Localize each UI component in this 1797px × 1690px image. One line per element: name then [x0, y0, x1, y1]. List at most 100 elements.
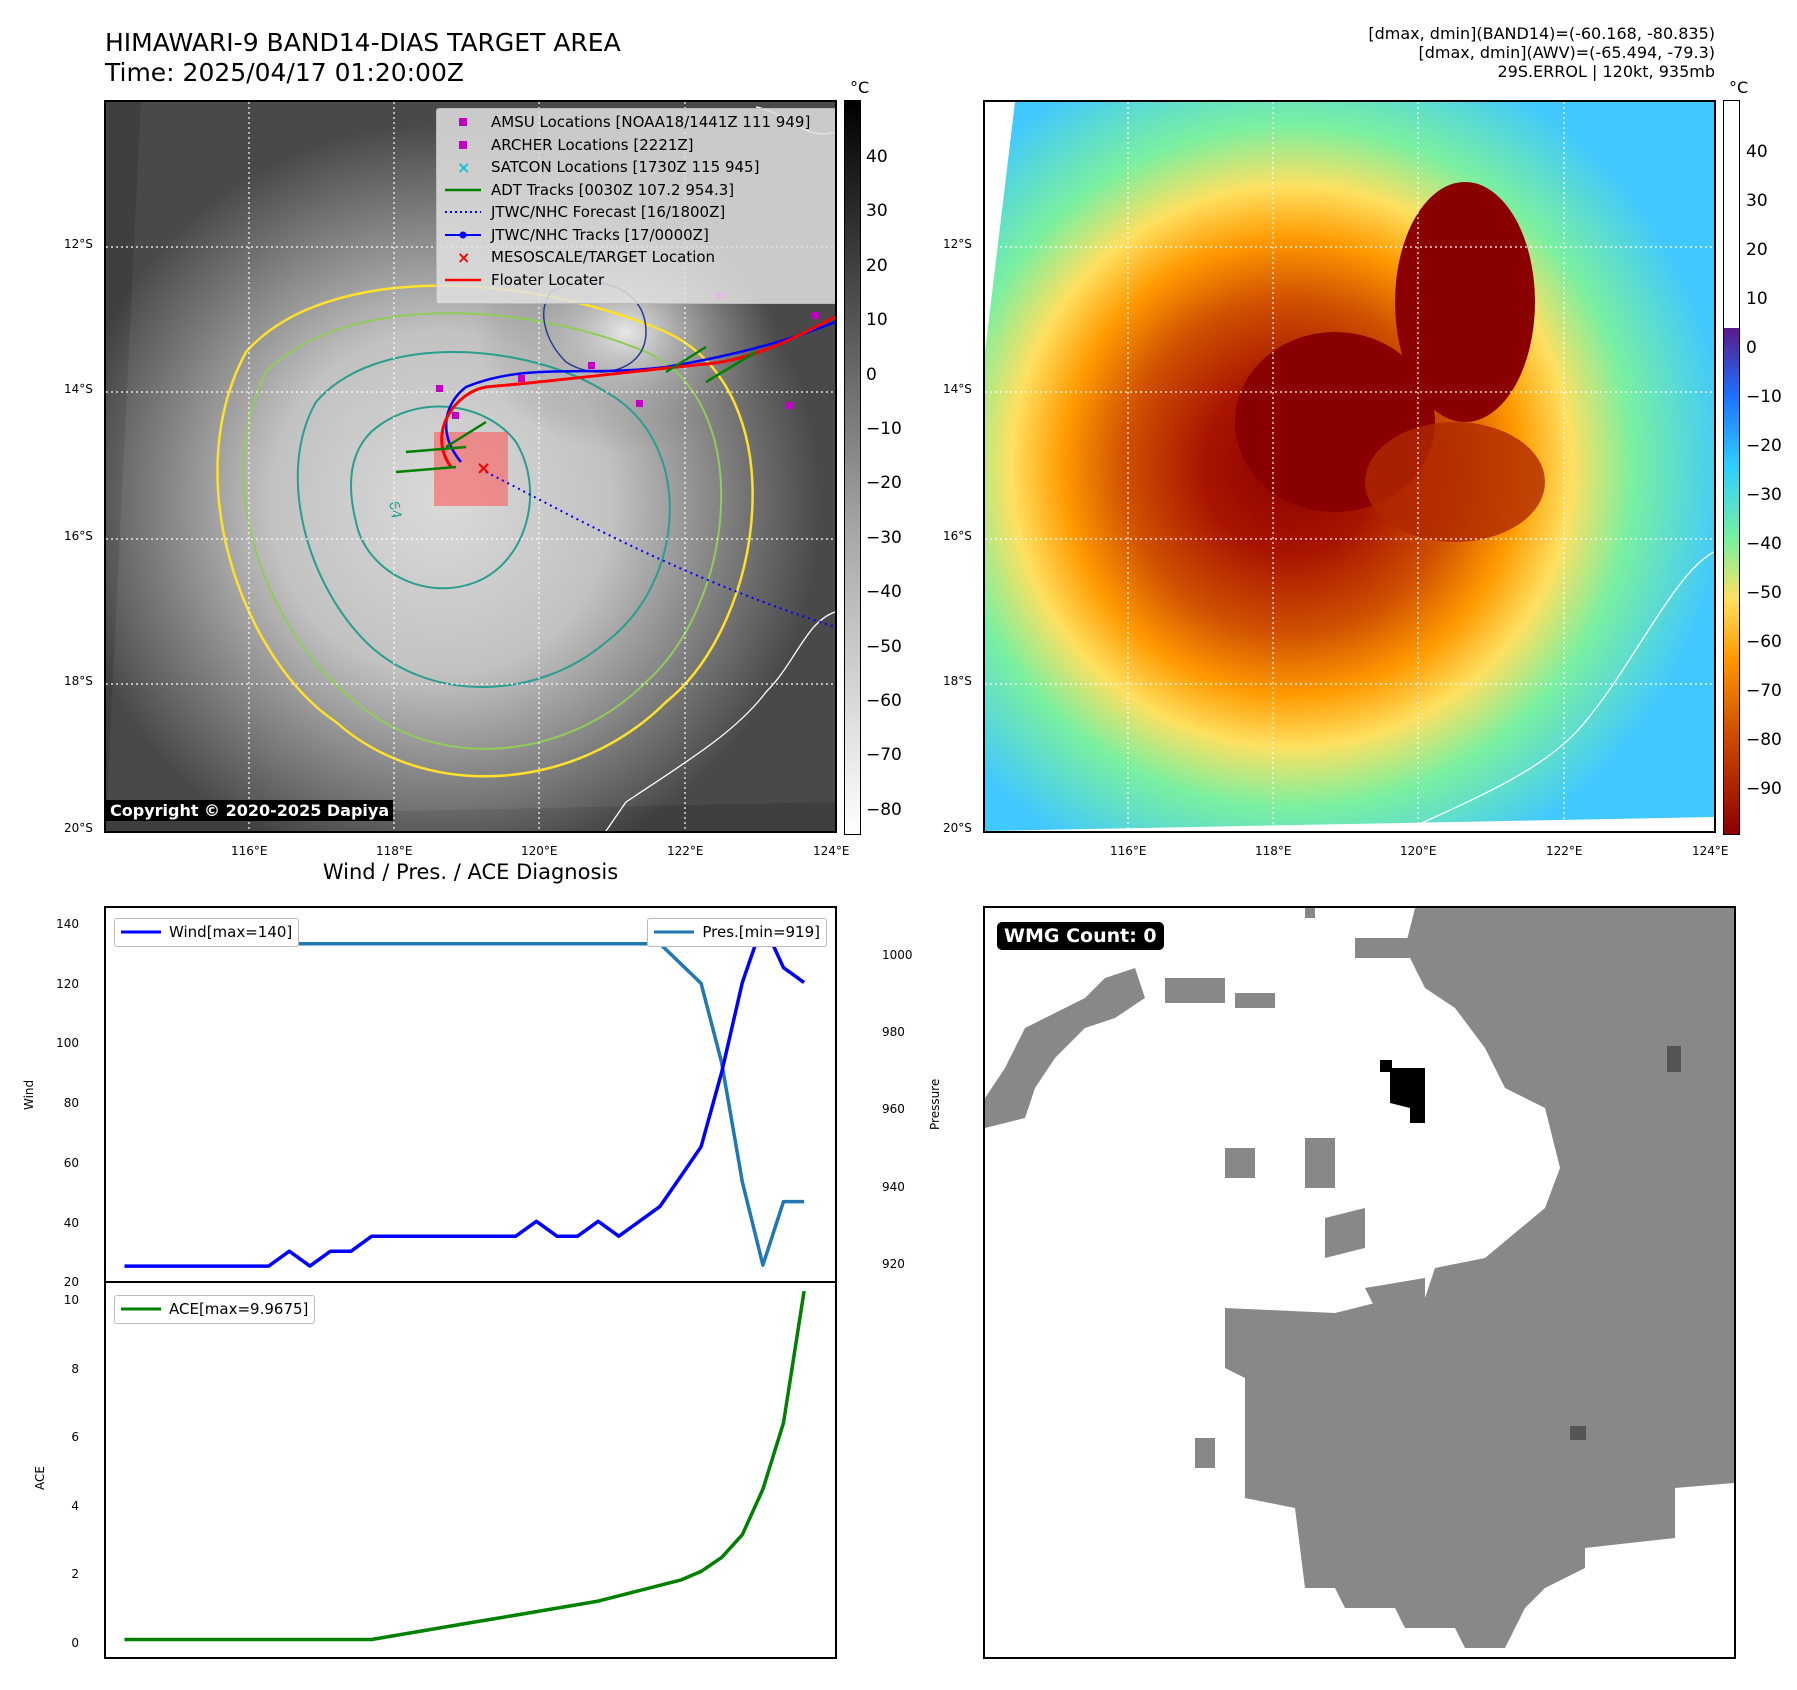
y-tick-label: 8 — [71, 1361, 79, 1376]
y-tick-label: 1000 — [882, 948, 913, 962]
pres-legend-label: Pres.[min=919] — [702, 923, 820, 941]
lon-tick-label: 116°E — [1110, 844, 1147, 858]
pres-legend: Pres.[min=919] — [647, 918, 827, 947]
colorbar-color-unit: °C — [1729, 78, 1749, 97]
coastline — [605, 611, 835, 831]
lat-tick-label: 18°S — [943, 674, 972, 688]
colorbar-tick-label: −60 — [1746, 632, 1782, 652]
figure-title: HIMAWARI-9 BAND14-DIAS TARGET AREA Time:… — [105, 28, 621, 88]
colorbar-tick-label: 30 — [1746, 191, 1768, 211]
ir-map-panel: 64 × Copyright © 2020-2025 Dapiya AMSU L… — [104, 100, 837, 833]
y-tick-label: 0 — [71, 1636, 79, 1650]
legend-key-x: × — [443, 247, 483, 267]
legend-item: ARCHER Locations [2221Z] — [443, 134, 835, 157]
lat-tick-label: 16°S — [943, 529, 972, 543]
wmg-panel: WMG Count: 0 — [983, 906, 1736, 1659]
colorbar-tick-label: −80 — [866, 799, 902, 820]
colorbar-tick-label: −60 — [866, 691, 902, 711]
colorbar-tick-label: −50 — [1746, 583, 1782, 603]
floater-track — [440, 315, 835, 468]
lat-tick-label: 14°S — [943, 382, 972, 396]
colorbar-tick-label: −10 — [1746, 387, 1782, 407]
jtwc-forecast-track — [485, 471, 835, 628]
title-line-2: Time: 2025/04/17 01:20:00Z — [105, 58, 464, 87]
lat-tick-label: 16°S — [64, 529, 93, 543]
y-tick-label: 120 — [56, 976, 79, 991]
lon-tick-label: 120°E — [521, 844, 558, 858]
pressure-series-line — [124, 941, 805, 1267]
lon-tick-label: 122°E — [667, 844, 704, 858]
y-tick-label: 920 — [882, 1256, 905, 1271]
title-line-1: HIMAWARI-9 BAND14-DIAS TARGET AREA — [105, 28, 621, 57]
colorbar-tick-label: 0 — [1746, 338, 1757, 358]
storm-info: [dmax, dmin](BAND14)=(-60.168, -80.835) … — [1368, 24, 1715, 81]
map-legend: AMSU Locations [NOAA18/1441Z 111 949] ARC… — [436, 108, 835, 304]
info-line-3: 29S.ERROL | 120kt, 935mb — [1497, 62, 1715, 81]
wmg-black-core — [1390, 1068, 1425, 1123]
ace-legend: ACE[max=9.9675] — [114, 1295, 316, 1324]
info-line-1: [dmax, dmin](BAND14)=(-60.168, -80.835) — [1368, 24, 1715, 43]
legend-item: Floater Locater — [443, 269, 835, 292]
lat-tick-label: 12°S — [64, 237, 93, 251]
copyright-label: Copyright © 2020-2025 Dapiya — [106, 800, 394, 821]
legend-key-line — [443, 270, 483, 290]
awv-map-panel — [983, 100, 1716, 833]
contour-green — [242, 312, 723, 750]
wmg-svg — [985, 908, 1734, 1648]
colorbar-tick-label: −90 — [1746, 779, 1782, 799]
wmg-count-badge: WMG Count: 0 — [997, 922, 1164, 950]
colorbar-tick-label: −20 — [866, 473, 902, 494]
colorbar-tick-label: 20 — [866, 255, 888, 276]
wind-legend-label: Wind[max=140] — [169, 923, 293, 941]
colorbar-tick-label: −50 — [866, 636, 902, 657]
target-x-marker: × — [476, 458, 491, 479]
wind-series-line — [124, 921, 806, 1268]
wind-axis-label: Wind — [22, 1079, 36, 1110]
y-tick-label: 80 — [63, 1096, 79, 1111]
contour-teal — [296, 351, 671, 688]
legend-label: ARCHER Locations [2221Z] — [491, 135, 694, 154]
wmg-dark-pixel-2 — [1570, 1426, 1586, 1440]
lat-tick-label: 20°S — [943, 821, 972, 835]
y-tick-label: 960 — [882, 1102, 905, 1117]
awv-map-svg — [985, 102, 1714, 831]
colorbar-tick-label: 30 — [866, 201, 888, 222]
colorbar-tick-label: −40 — [1746, 534, 1782, 554]
ace-series-line — [124, 1290, 806, 1642]
legend-key-line — [443, 180, 483, 200]
y-tick-label: 4 — [71, 1498, 79, 1513]
legend-item: JTWC/NHC Tracks [17/0000Z] — [443, 224, 835, 247]
ace-axis-label: ACE — [33, 1466, 47, 1490]
wmg-gray-field — [985, 908, 1734, 1648]
lon-tick-label: 118°E — [376, 844, 413, 858]
legend-key-square — [443, 112, 483, 132]
legend-item: JTWC/NHC Forecast [16/1800Z] — [443, 201, 835, 224]
jtwc-track — [444, 320, 835, 463]
colorbar-tick-label: −30 — [866, 527, 902, 548]
y-tick-label: 940 — [882, 1179, 905, 1194]
legend-item: ADT Tracks [0030Z 107.2 954.3] — [443, 179, 835, 202]
colorbar-gray-unit: °C — [850, 78, 870, 97]
colorbar-color — [1723, 100, 1740, 835]
colorbar-tick-label: −40 — [866, 582, 902, 603]
ace-legend-label: ACE[max=9.9675] — [169, 1300, 309, 1318]
colorbar-tick-label: −20 — [1746, 436, 1782, 456]
y-tick-label: 20 — [63, 1275, 79, 1290]
y-tick-label: 980 — [882, 1025, 905, 1040]
legend-key-x: × — [443, 157, 483, 177]
wind-pres-chart: Wind[max=140] Pres.[min=919] — [104, 906, 837, 1283]
pres-legend-line — [654, 922, 695, 942]
lon-tick-label: 118°E — [1255, 844, 1292, 858]
y-tick-label: 100 — [56, 1036, 79, 1051]
colorbar-tick-label: −70 — [1746, 681, 1782, 701]
colorbar-tick-label: 10 — [1746, 289, 1768, 309]
lon-tick-label: 120°E — [1400, 844, 1437, 858]
colorbar-tick-label: 0 — [866, 364, 877, 385]
diagnosis-title: Wind / Pres. / ACE Diagnosis — [322, 860, 619, 884]
legend-item: × SATCON Locations [1730Z 115 945] — [443, 156, 835, 179]
legend-key-square — [443, 135, 483, 155]
svg-text:×: × — [457, 248, 470, 267]
colorbar-tick-label: 40 — [866, 147, 888, 167]
ace-legend-line — [121, 1299, 161, 1319]
legend-label: Floater Locater — [491, 270, 605, 289]
